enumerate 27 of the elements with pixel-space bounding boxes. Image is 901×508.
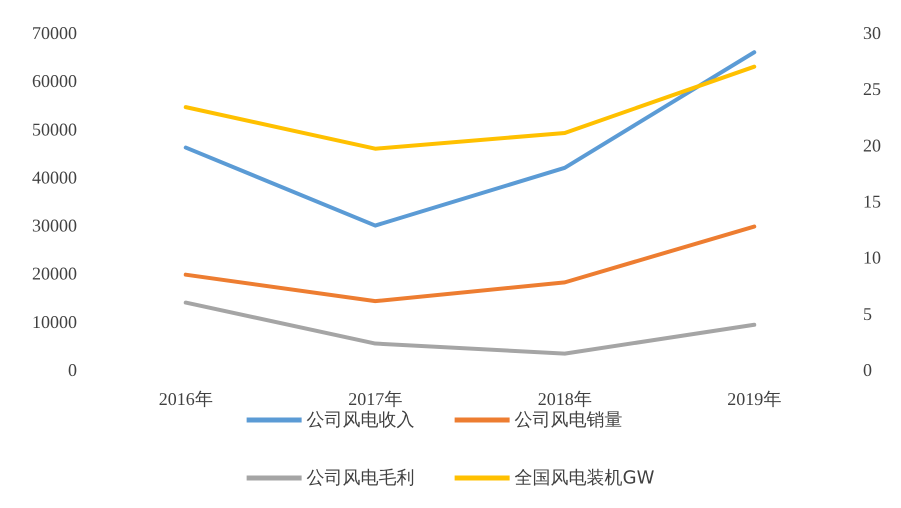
line-series — [184, 64, 756, 151]
y2-tick-label: 5 — [863, 304, 872, 324]
line-series — [184, 224, 756, 304]
y2-tick-label: 30 — [863, 23, 881, 43]
y-tick-label: 60000 — [32, 71, 77, 92]
x-tick-label: 2019年 — [727, 389, 782, 409]
y2-tick-label: 10 — [863, 248, 881, 268]
y-tick-label: 40000 — [32, 167, 77, 188]
y2-tick-label: 15 — [863, 192, 881, 212]
legend-label: 公司风电收入 — [306, 410, 415, 430]
y-tick-label: 10000 — [32, 312, 77, 332]
y2-tick-label: 20 — [863, 135, 881, 156]
x-tick-label: 2018年 — [538, 389, 592, 409]
line-series — [184, 300, 756, 356]
y2-tick-label: 0 — [863, 360, 872, 380]
line-series — [184, 50, 756, 228]
x-tick-label: 2017年 — [348, 389, 402, 409]
y-tick-label: 70000 — [32, 23, 77, 43]
y-tick-label: 50000 — [32, 119, 77, 140]
y2-tick-label: 25 — [863, 79, 881, 100]
x-tick-label: 2016年 — [158, 389, 213, 409]
y-tick-label: 30000 — [32, 216, 77, 236]
y-tick-label: 0 — [68, 360, 77, 380]
legend-label: 公司风电销量 — [514, 410, 623, 430]
legend-label: 公司风电毛利 — [306, 468, 415, 488]
legend-label: 全国风电装机GW — [514, 468, 655, 488]
y-tick-label: 20000 — [32, 264, 77, 284]
